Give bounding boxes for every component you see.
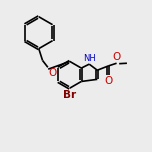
Text: O: O [49, 68, 57, 78]
Text: O: O [104, 76, 112, 86]
Text: Br: Br [63, 90, 76, 100]
Text: NH: NH [83, 54, 96, 63]
Text: O: O [113, 52, 121, 62]
